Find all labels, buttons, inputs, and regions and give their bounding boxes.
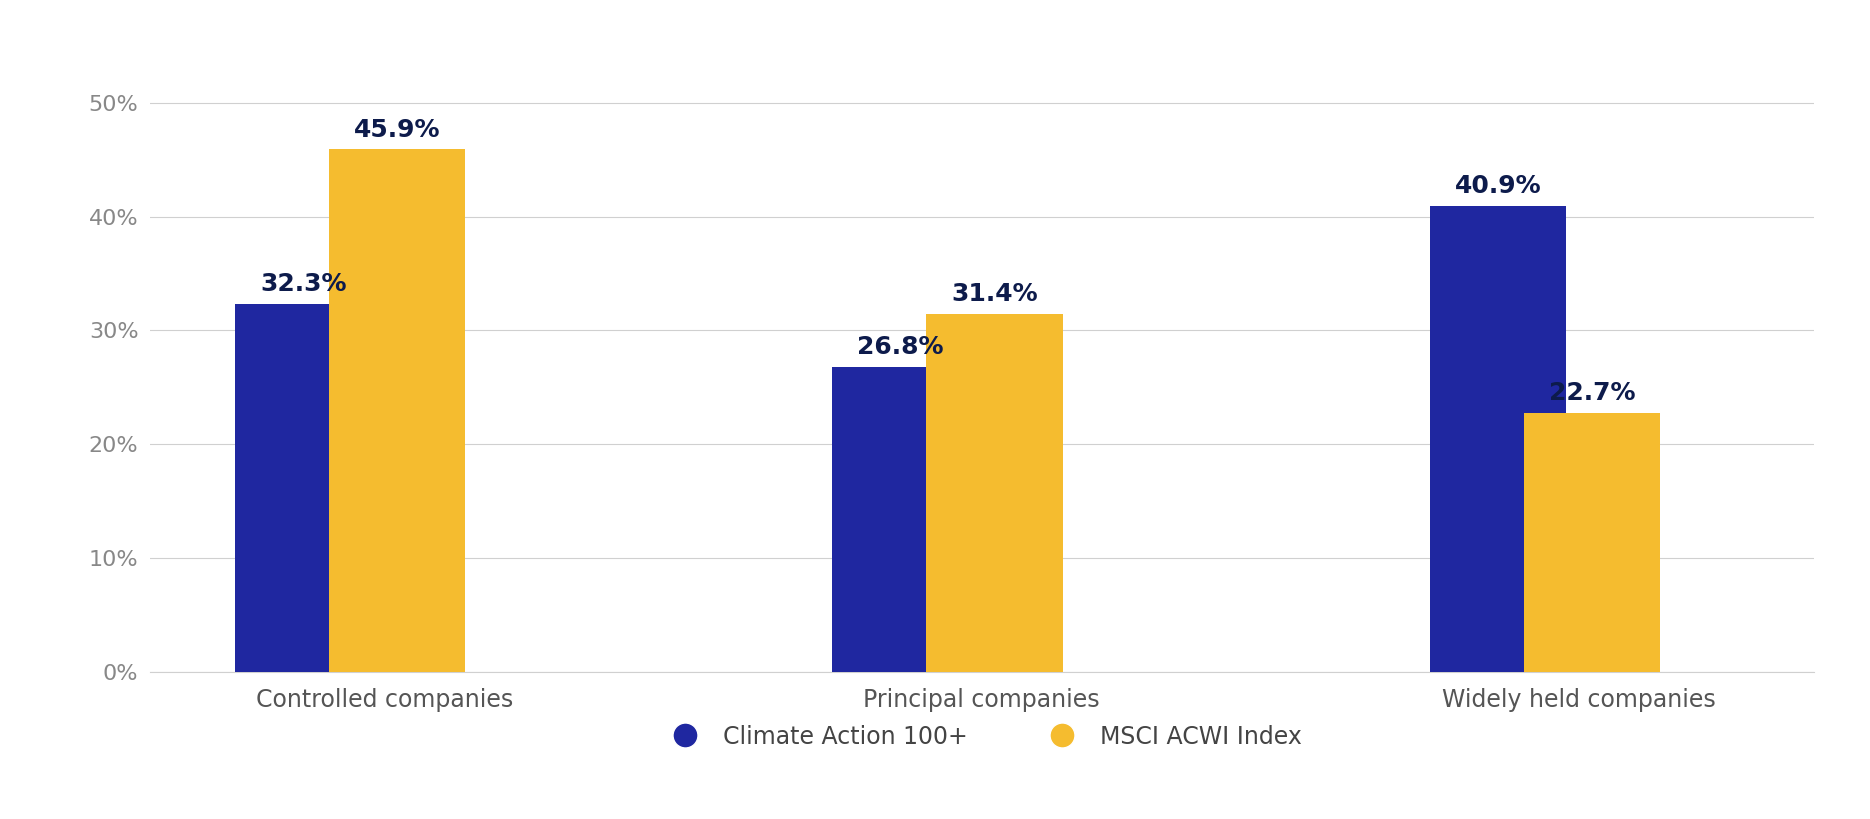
Text: 45.9%: 45.9%: [353, 117, 439, 142]
Bar: [236, 304, 372, 672]
Text: 40.9%: 40.9%: [1455, 174, 1541, 198]
Bar: [329, 149, 466, 672]
Text: 26.8%: 26.8%: [858, 335, 944, 359]
Bar: [926, 314, 1062, 672]
Text: 32.3%: 32.3%: [260, 272, 346, 296]
Legend: Climate Action 100+, MSCI ACWI Index: Climate Action 100+, MSCI ACWI Index: [653, 715, 1311, 758]
Text: 31.4%: 31.4%: [952, 283, 1038, 306]
Bar: [1524, 414, 1661, 672]
Bar: [1431, 206, 1567, 672]
Text: 22.7%: 22.7%: [1548, 382, 1634, 405]
Bar: [832, 367, 969, 672]
